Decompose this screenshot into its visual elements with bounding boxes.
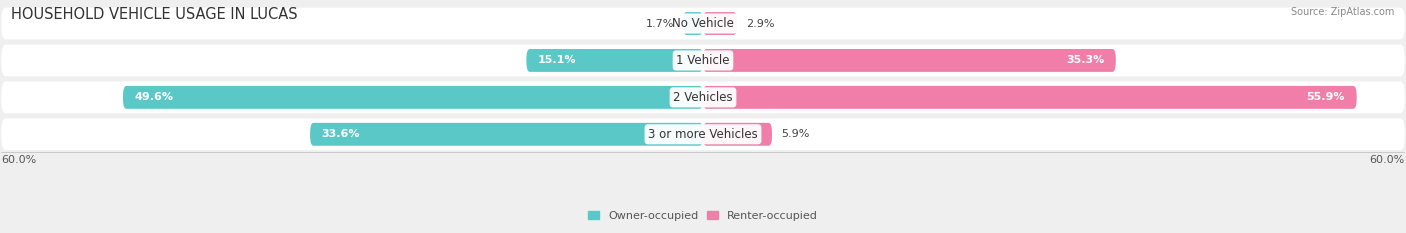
FancyBboxPatch shape <box>683 12 703 35</box>
FancyBboxPatch shape <box>1 45 1405 76</box>
Text: 3 or more Vehicles: 3 or more Vehicles <box>648 128 758 141</box>
Text: HOUSEHOLD VEHICLE USAGE IN LUCAS: HOUSEHOLD VEHICLE USAGE IN LUCAS <box>11 7 298 22</box>
Text: 2 Vehicles: 2 Vehicles <box>673 91 733 104</box>
FancyBboxPatch shape <box>703 86 1357 109</box>
Text: 55.9%: 55.9% <box>1306 92 1346 102</box>
Text: 2.9%: 2.9% <box>747 19 775 28</box>
Legend: Owner-occupied, Renter-occupied: Owner-occupied, Renter-occupied <box>588 211 818 221</box>
FancyBboxPatch shape <box>703 123 772 146</box>
Text: 1.7%: 1.7% <box>645 19 673 28</box>
Text: 33.6%: 33.6% <box>322 129 360 139</box>
FancyBboxPatch shape <box>703 49 1116 72</box>
Text: 15.1%: 15.1% <box>538 55 576 65</box>
FancyBboxPatch shape <box>703 12 737 35</box>
FancyBboxPatch shape <box>526 49 703 72</box>
FancyBboxPatch shape <box>1 82 1405 113</box>
Text: 1 Vehicle: 1 Vehicle <box>676 54 730 67</box>
FancyBboxPatch shape <box>122 86 703 109</box>
Text: Source: ZipAtlas.com: Source: ZipAtlas.com <box>1291 7 1395 17</box>
Text: 60.0%: 60.0% <box>1 154 37 164</box>
Text: 49.6%: 49.6% <box>135 92 174 102</box>
Text: 60.0%: 60.0% <box>1369 154 1405 164</box>
FancyBboxPatch shape <box>1 118 1405 150</box>
Text: 5.9%: 5.9% <box>782 129 810 139</box>
Text: 35.3%: 35.3% <box>1066 55 1104 65</box>
FancyBboxPatch shape <box>311 123 703 146</box>
FancyBboxPatch shape <box>1 8 1405 39</box>
Text: No Vehicle: No Vehicle <box>672 17 734 30</box>
